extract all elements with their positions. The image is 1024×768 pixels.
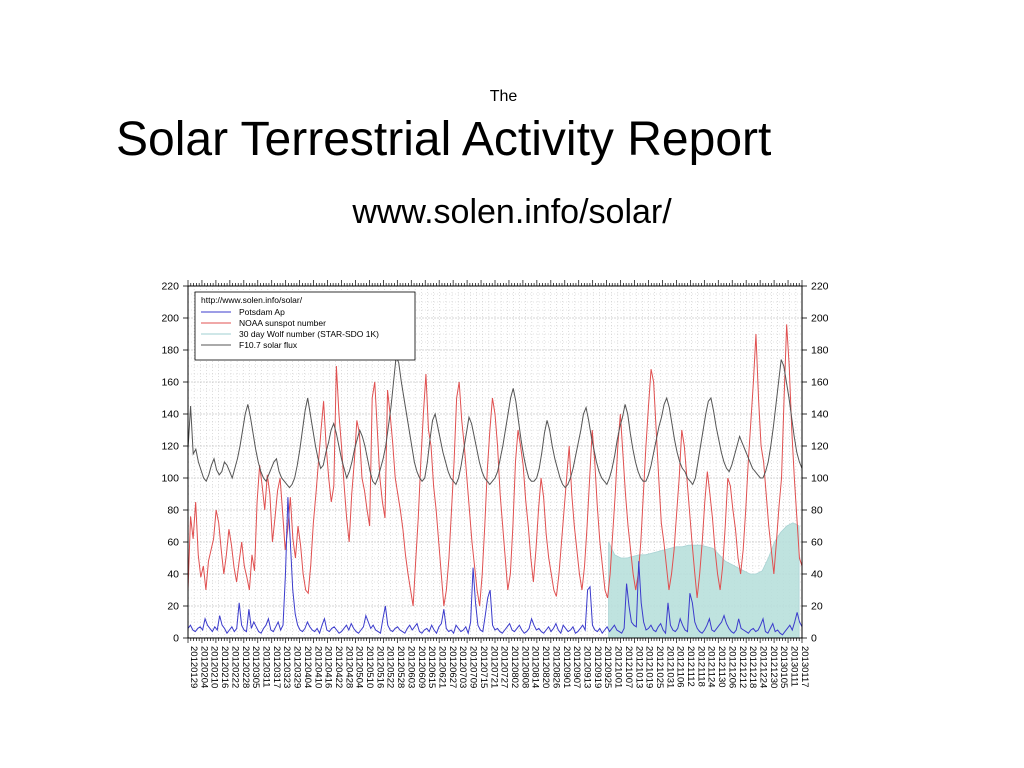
x-tick-label: 20120129 <box>188 646 199 688</box>
x-tick-label: 20121019 <box>644 646 655 688</box>
solar-activity-chart: 0 0 20 20 40 40 60 60 80 80 100 100 120 120 140 140 160 1… <box>140 270 840 710</box>
y-tick-label-right: 140 <box>811 409 829 421</box>
legend-item-label: NOAA sunspot number <box>239 318 326 328</box>
y-tick-label-right: 60 <box>811 537 823 549</box>
x-tick-label: 20120317 <box>271 646 282 688</box>
x-tick-label: 20120323 <box>281 646 292 688</box>
legend-item-label: F10.7 solar flux <box>239 340 298 350</box>
x-tick-label: 20121001 <box>613 646 624 688</box>
x-tick-label: 20120919 <box>592 646 603 688</box>
legend-item-label: 30 day Wolf number (STAR-SDO 1K) <box>239 329 379 339</box>
y-tick-label-right: 80 <box>811 505 823 517</box>
y-tick-label-left: 40 <box>167 569 179 581</box>
x-tick-label: 20120627 <box>447 646 458 688</box>
legend-item-label: Potsdam Ap <box>239 307 285 317</box>
pre-title: The <box>489 88 518 105</box>
y-tick-label-left: 140 <box>161 409 179 421</box>
x-tick-label: 20121124 <box>706 646 717 688</box>
x-tick-label: 20120329 <box>292 646 303 688</box>
y-tick-label-left: 60 <box>167 537 179 549</box>
x-tick-label: 20120621 <box>437 646 448 688</box>
x-tick-label: 20120814 <box>530 646 541 688</box>
x-tick-label: 20120222 <box>229 646 240 688</box>
series-noaa-line <box>187 324 803 607</box>
y-tick-label-left: 0 <box>173 633 179 645</box>
y-tick-label-right: 220 <box>811 281 829 293</box>
x-tick-label: 20120416 <box>323 646 334 688</box>
x-tick-label: 20120609 <box>416 646 427 688</box>
y-tick-label-left: 160 <box>161 377 179 389</box>
x-tick-label: 20120210 <box>209 646 220 688</box>
x-tick-label: 20120311 <box>260 646 271 688</box>
y-tick-label-left: 120 <box>161 441 179 453</box>
x-tick-label: 20120603 <box>405 646 416 688</box>
x-tick-label: 20130111 <box>789 646 800 687</box>
x-tick-label: 20120422 <box>333 646 344 688</box>
x-tick-label: 20120721 <box>488 646 499 688</box>
x-tick-label: 20121025 <box>654 646 665 688</box>
slide-header: The Solar Terrestrial Activity Report ww… <box>0 0 1024 270</box>
y-tick-label-right: 200 <box>811 313 829 325</box>
x-tick-label: 20120504 <box>354 646 365 688</box>
legend-header: http://www.solen.info/solar/ <box>201 295 303 305</box>
x-tick-label: 20121118 <box>695 646 706 687</box>
x-tick-label: 20120428 <box>343 646 354 688</box>
series-f107-line <box>187 356 803 489</box>
x-tick-label: 20120907 <box>571 646 582 688</box>
x-tick-label: 20120305 <box>250 646 261 688</box>
x-tick-label: 20120727 <box>499 646 510 688</box>
y-tick-label-right: 180 <box>811 345 829 357</box>
x-tick-label: 20120709 <box>468 646 479 688</box>
x-tick-label: 20120404 <box>302 646 313 688</box>
y-tick-label-left: 200 <box>161 313 179 325</box>
y-tick-label-left: 100 <box>161 473 179 485</box>
x-tick-label: 20121218 <box>747 646 758 688</box>
y-tick-label-right: 160 <box>811 377 829 389</box>
series-potsdam-line <box>187 497 803 636</box>
x-tick-label: 20121013 <box>633 646 644 688</box>
slide-title: Solar Terrestrial Activity Report <box>116 113 772 166</box>
x-tick-label: 20130117 <box>799 646 810 688</box>
y-tick-label-right: 40 <box>811 569 823 581</box>
x-tick-label: 20120826 <box>550 646 561 688</box>
x-tick-label: 20120516 <box>374 646 385 688</box>
y-tick-label-right: 0 <box>811 633 817 645</box>
x-tick-label: 20120715 <box>478 646 489 688</box>
x-tick-label: 20120925 <box>602 646 613 688</box>
legend-box <box>194 291 416 361</box>
x-tick-label: 20120703 <box>457 646 468 688</box>
x-tick-label: 20121206 <box>726 646 737 688</box>
x-tick-label: 20120510 <box>364 646 375 688</box>
x-tick-label: 20120522 <box>385 646 396 688</box>
x-tick-label: 20120216 <box>219 646 230 688</box>
y-tick-label-left: 20 <box>167 601 179 613</box>
x-tick-label: 20121031 <box>664 646 675 688</box>
x-tick-label: 20121224 <box>758 646 769 688</box>
y-tick-label-right: 120 <box>811 441 829 453</box>
x-tick-label: 20120808 <box>519 646 530 688</box>
x-tick-label: 20120901 <box>561 646 572 688</box>
x-tick-label: 20121106 <box>675 646 686 688</box>
y-tick-label-right: 100 <box>811 473 829 485</box>
x-tick-label: 20121130 <box>716 646 727 688</box>
x-tick-label: 20120528 <box>395 646 406 688</box>
y-tick-label-left: 180 <box>161 345 179 357</box>
x-tick-label: 20120204 <box>198 646 209 688</box>
x-tick-label: 20120913 <box>581 646 592 688</box>
x-tick-label: 20120820 <box>540 646 551 688</box>
chart-canvas: 0 0 20 20 40 40 60 60 80 80 100 100 120 120 140 140 160 1… <box>161 280 829 688</box>
x-tick-label: 20120410 <box>312 646 323 688</box>
x-tick-label: 20121230 <box>768 646 779 688</box>
x-tick-label: 20130105 <box>778 646 789 688</box>
x-tick-label: 20121212 <box>737 646 748 688</box>
y-tick-label-right: 20 <box>811 601 823 613</box>
x-tick-label: 20121007 <box>623 646 634 688</box>
x-tick-label: 20120615 <box>426 646 437 688</box>
slide-url: www.solen.info/solar/ <box>352 193 672 231</box>
y-tick-label-left: 220 <box>161 281 179 293</box>
x-tick-label: 20120802 <box>509 646 520 688</box>
y-tick-label-left: 80 <box>167 505 179 517</box>
x-tick-label: 20121112 <box>685 646 696 687</box>
x-tick-label: 20120228 <box>240 646 251 688</box>
